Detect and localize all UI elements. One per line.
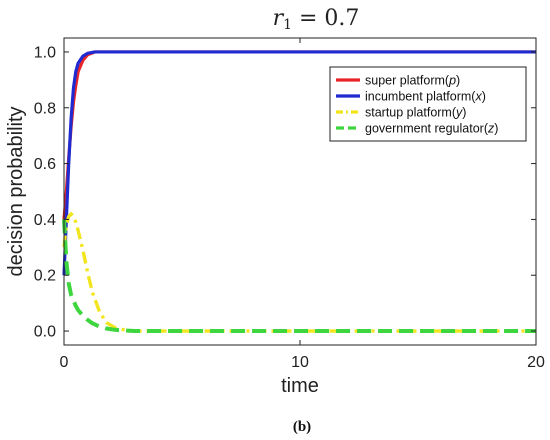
legend-label-0: super platform(p) (365, 74, 460, 88)
y-tick-label: 0.4 (34, 212, 56, 229)
series-line-2 (62, 212, 536, 333)
x-tick-label: 0 (60, 354, 69, 371)
axis-ticks: 0 10 20 0.0 0.2 0.4 0.6 0.8 1.0 (34, 38, 545, 371)
series-line-1 (62, 50, 536, 276)
chart-title: r1 = 0.7 (273, 6, 360, 33)
figure-caption: (b) (293, 419, 311, 435)
legend-label-3: government regulator(z) (365, 122, 498, 136)
series-line-3 (62, 219, 536, 334)
y-tick-label: 0.0 (34, 324, 56, 341)
y-tick-label: 1.0 (34, 44, 56, 61)
legend-label-1: incumbent platform(x) (365, 90, 486, 104)
y-tick-label: 0.2 (34, 268, 56, 285)
chart-title-var: r (273, 6, 285, 31)
chart-title-rest: = 0.7 (292, 6, 359, 31)
y-tick-label: 0.8 (34, 100, 56, 117)
x-tick-label: 20 (527, 354, 545, 371)
legend-label-2: startup platform(y) (365, 106, 466, 120)
y-axis-label: decision probability (5, 106, 27, 276)
legend-box (329, 66, 527, 142)
legend: super platform(p) incumbent platform(x) st… (329, 66, 527, 142)
series-lines (62, 50, 536, 334)
chart-title-sub: 1 (283, 17, 292, 33)
x-tick-label: 10 (291, 354, 309, 371)
x-axis-label: time (281, 375, 319, 397)
y-tick-label: 0.6 (34, 156, 56, 173)
